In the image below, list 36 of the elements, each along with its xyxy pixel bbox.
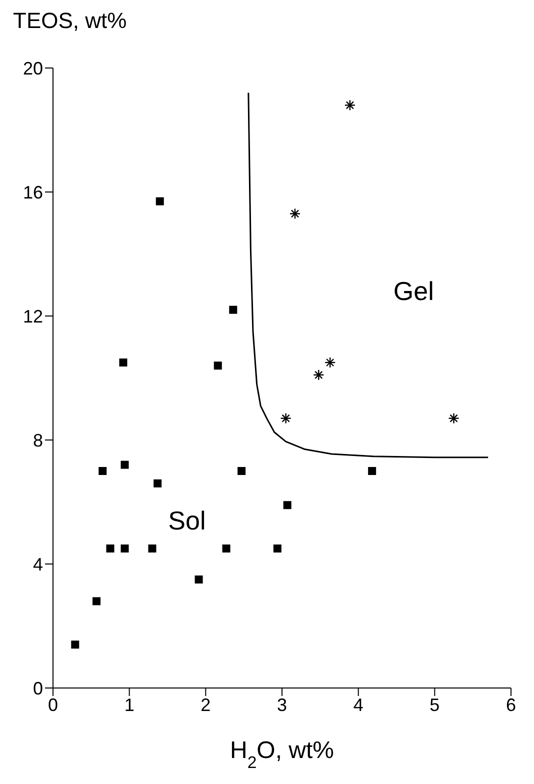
line-series [248,92,489,458]
point [229,306,238,314]
y-axis-title: TEOS, wt% [13,8,127,33]
point [119,358,128,366]
point [106,544,114,552]
x-tick-label: 3 [276,694,288,715]
point [92,597,101,606]
point [238,467,246,475]
x-tick-label: 0 [48,694,58,715]
x-tick-label: 5 [430,694,440,715]
point [71,640,80,649]
y-tick-label: 20 [22,58,43,78]
point [120,460,129,469]
annotation: Sol [168,505,206,536]
annotation: Gel [393,276,434,306]
point [156,197,164,206]
point [222,544,230,552]
point [154,479,162,488]
y-tick-label: 4 [32,554,43,574]
y-tick-label: 16 [22,182,43,202]
point [120,544,129,552]
x-tick-label: 1 [124,694,134,715]
point [194,576,203,584]
point [368,467,376,475]
y-tick-label: 8 [32,430,43,450]
point [283,501,292,510]
x-tick-label: 2 [200,694,211,715]
y-tick-label: 12 [22,306,43,326]
x-tick-label: 6 [506,694,516,715]
x-axis-title: H$_{2}$O, wt% [230,737,334,772]
point [98,467,107,475]
point [148,544,156,552]
point [273,544,282,552]
point [214,362,222,370]
y-tick-label: 0 [32,678,43,698]
x-tick-label: 4 [353,694,364,715]
